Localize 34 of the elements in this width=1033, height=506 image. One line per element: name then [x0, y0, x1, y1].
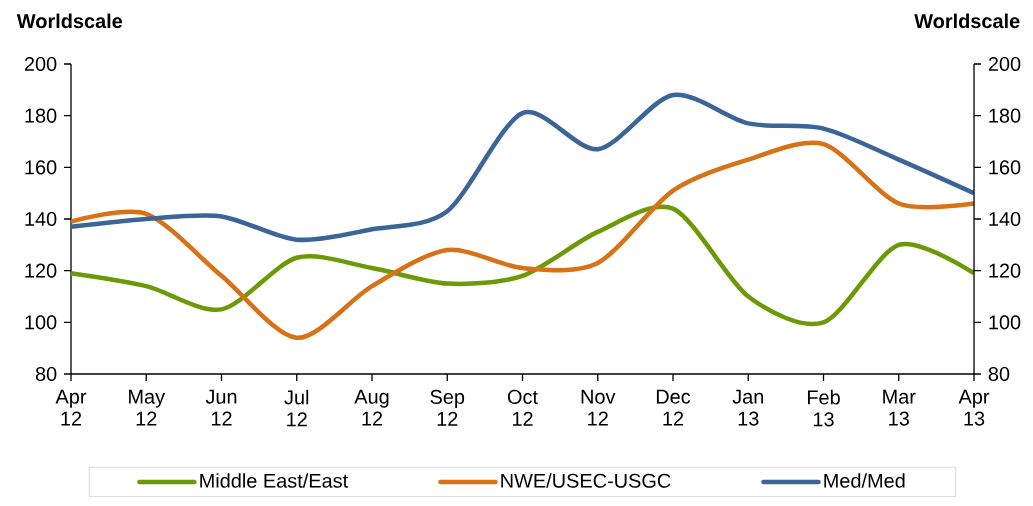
x-tick-label: Dec 12 [656, 389, 691, 426]
x-tick-label: Aug 12 [354, 389, 389, 426]
y2-axis-title: Worldscale [914, 13, 1020, 29]
y2-tick-label: 140 [989, 211, 1021, 227]
x-tick-label: May 12 [129, 389, 166, 426]
x-tick-label: Apr 12 [55, 389, 87, 426]
x-tick-label: Feb 13 [807, 389, 840, 427]
x-tick-label: Nov 12 [581, 389, 616, 426]
y-tick-label: 140 [25, 211, 57, 227]
line-series [71, 140, 975, 341]
legend-label: NWE/USEC-USGC [501, 473, 671, 488]
y-tick-label: 200 [24, 56, 57, 72]
x-tick-label: Mar 13 [883, 389, 916, 426]
x-tick-label: Sep 12 [430, 389, 465, 426]
legend-label: Middle East/East [200, 473, 349, 488]
y2-tick-label: 180 [989, 108, 1021, 123]
x-tick-label: Jan 13 [732, 389, 764, 426]
y-tick-label: 160 [25, 160, 57, 175]
line-series [71, 92, 975, 243]
y-axis-title: Worldscale [16, 13, 123, 29]
y-tick-label: 120 [25, 263, 57, 278]
y2-tick-label: 160 [989, 160, 1021, 175]
y2-tick-label: 100 [989, 315, 1021, 330]
y-tick-label: 100 [25, 315, 57, 330]
y-tick-label: 180 [25, 108, 57, 123]
x-tick-label: Apr 13 [958, 389, 990, 426]
y-tick-label: 80 [35, 366, 57, 382]
legend-label: Med/Med [824, 473, 905, 488]
y2-tick-label: 80 [988, 366, 1010, 382]
y2-tick-label: 120 [989, 263, 1021, 278]
x-tick-label: Jul 12 [284, 389, 309, 427]
x-tick-label: Oct 12 [507, 389, 538, 426]
y2-tick-label: 200 [988, 56, 1021, 72]
x-tick-label: Jun 12 [205, 389, 237, 426]
